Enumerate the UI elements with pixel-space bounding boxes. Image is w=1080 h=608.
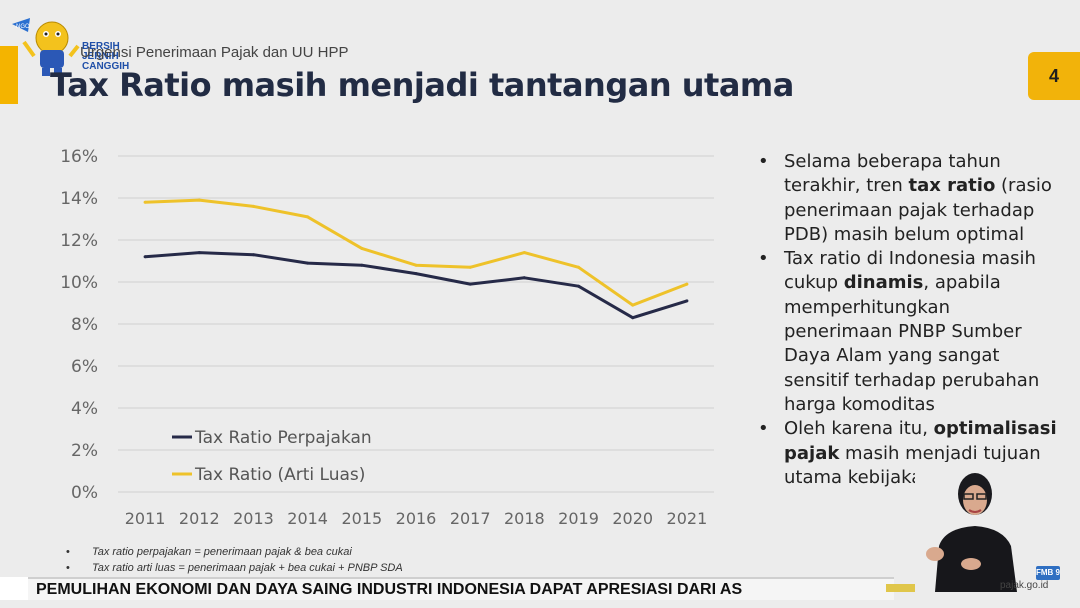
y-tick-label: 0% (71, 483, 98, 503)
data-point (522, 251, 526, 255)
ticker-edge (0, 577, 28, 600)
y-tick-label: 6% (71, 357, 98, 377)
data-point (197, 198, 201, 202)
footnotes: • Tax ratio perpajakan = penerimaan paja… (66, 544, 403, 576)
x-tick-label: 2018 (504, 509, 545, 528)
data-point (251, 253, 255, 257)
legend-label: Tax Ratio Perpajakan (194, 428, 372, 448)
x-tick-label: 2015 (341, 509, 382, 528)
mascot-icon: NGO (12, 18, 80, 76)
accent-bar (0, 46, 18, 104)
data-point (414, 263, 418, 267)
x-tick-label: 2019 (558, 509, 599, 528)
x-tick-label: 2021 (667, 509, 708, 528)
x-tick-label: 2014 (287, 509, 328, 528)
bullet-text: , apabila memperhitungkan penerimaan PNB… (784, 272, 1040, 415)
data-point (522, 276, 526, 280)
data-point (143, 255, 147, 259)
data-point (685, 282, 689, 286)
slide-title: Tax Ratio masih menjadi tantangan utama (50, 66, 794, 104)
mascot-logo: NGO BERSIH JERNIH CANGGIH (12, 12, 132, 78)
bullet-list: • Selama beberapa tahun terakhir, tren ta… (758, 150, 1058, 490)
news-ticker: PEMULIHAN EKONOMI DAN DAYA SAING INDUSTR… (28, 577, 894, 600)
bullet-emphasis: tax ratio (908, 175, 996, 197)
data-point (414, 272, 418, 276)
slide-subtitle: Urgensi Penerimaan Pajak dan UU HPP (80, 44, 349, 61)
y-tick-label: 12% (60, 231, 98, 251)
bullet-item: • Tax ratio di Indonesia masih cukup dina… (758, 247, 1058, 417)
data-point (360, 246, 364, 250)
legend-label: Tax Ratio (Arti Luas) (194, 465, 365, 485)
data-point (143, 200, 147, 204)
x-tick-label: 2017 (450, 509, 491, 528)
bullet-dot: • (66, 562, 70, 574)
bullet-item: • Selama beberapa tahun terakhir, tren ta… (758, 150, 1058, 247)
x-tick-label: 2012 (179, 509, 220, 528)
fmb-badge: FMB 9 (1036, 566, 1060, 580)
data-point (251, 204, 255, 208)
data-point (360, 263, 364, 267)
footnote-text: Tax ratio arti luas = penerimaan pajak +… (92, 562, 403, 574)
footnote: • Tax ratio arti luas = penerimaan pajak… (66, 560, 403, 576)
data-point (197, 251, 201, 255)
x-tick-label: 2013 (233, 509, 274, 528)
bullet-dot: • (758, 151, 769, 172)
footnote: • Tax ratio perpajakan = penerimaan paja… (66, 544, 403, 560)
bullet-text: Selama beberapa tahun terakhir, tren (784, 151, 1001, 197)
x-tick-label: 2016 (396, 509, 437, 528)
x-tick-label: 2011 (125, 509, 166, 528)
y-tick-label: 8% (71, 315, 98, 335)
data-point (306, 261, 310, 265)
y-tick-label: 2% (71, 441, 98, 461)
data-point (577, 284, 581, 288)
y-tick-label: 4% (71, 399, 98, 419)
bullet-emphasis: dinamis (843, 272, 924, 294)
data-point (631, 316, 635, 320)
data-point (306, 215, 310, 219)
y-tick-label: 10% (60, 273, 98, 293)
logo-text: BERSIH JERNIH CANGGIH (82, 42, 129, 72)
bullet-emphasis: optimalisasi pajak (784, 418, 1057, 464)
logo-line: JERNIH (82, 51, 119, 62)
bullet-text: Tax ratio di Indonesia masih cukup (784, 248, 1036, 294)
footnote-text: Tax ratio perpajakan = penerimaan pajak … (92, 546, 352, 558)
data-point (468, 265, 472, 269)
logo-line: CANGGIH (82, 61, 130, 72)
y-tick-label: 16% (60, 147, 98, 167)
svg-text:NGO: NGO (16, 24, 30, 30)
sign-language-interpreter (915, 462, 1033, 592)
data-point (577, 265, 581, 269)
y-tick-label: 14% (60, 189, 98, 209)
bullet-dot: • (758, 248, 769, 270)
x-tick-label: 2020 (612, 509, 653, 528)
bullet-text: Oleh karena itu, (784, 418, 934, 440)
data-point (685, 299, 689, 303)
bullet-text: (rasio penerimaan pajak terhadap PDB) ma… (784, 175, 1052, 245)
data-point (631, 303, 635, 307)
data-point (468, 282, 472, 286)
tax-ratio-line-chart: 16% 14% 12% 10% 8% 6% 4% 2% 0% 2011 2012 2013 2014 20… (60, 147, 714, 528)
bullet-dot: • (758, 418, 769, 440)
page-number-badge: 4 (1028, 52, 1080, 100)
bullet-dot: • (66, 546, 70, 558)
website-label: pajak.go.id (1000, 580, 1049, 591)
logo-line: BERSIH (82, 41, 120, 52)
